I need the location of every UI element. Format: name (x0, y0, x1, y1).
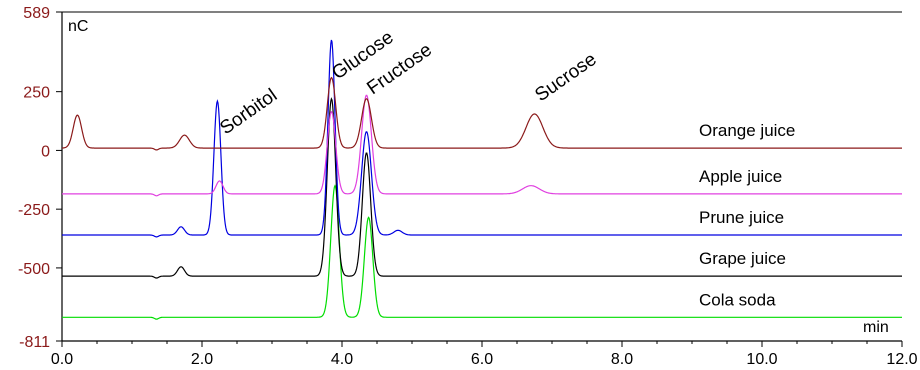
trace-cola-soda (62, 184, 902, 320)
series-labels: Orange juice Apple juice Prune juice Grape … (699, 121, 795, 309)
x-tick-label: 4.0 (331, 351, 353, 368)
series-label: Cola soda (699, 290, 776, 309)
y-tick-label: 589 (23, 5, 50, 22)
trace-prune-juice (62, 39, 902, 238)
x-tick-label: 8.0 (611, 351, 633, 368)
x-ticks: 0.0 2.0 4.0 6.0 8.0 10.0 12.0 (51, 341, 918, 368)
x-tick-label: 2.0 (191, 351, 213, 368)
x-tick-label: 0.0 (51, 351, 73, 368)
y-unit-label: nC (68, 18, 88, 35)
y-tick-label: -250 (18, 202, 50, 219)
peak-label: Sucrose (531, 49, 600, 106)
y-ticks: 589 250 0 -250 -500 -811 (18, 5, 62, 351)
y-tick-label: 0 (41, 143, 50, 160)
series-label: Prune juice (699, 208, 784, 227)
chromatogram-traces (62, 39, 902, 320)
trace-orange-juice (62, 76, 902, 151)
y-tick-label: 250 (23, 85, 50, 102)
x-tick-label: 6.0 (471, 351, 493, 368)
series-label: Grape juice (699, 249, 786, 268)
x-unit-label: min (863, 319, 889, 336)
series-label: Apple juice (699, 167, 782, 186)
y-tick-label: -811 (19, 334, 50, 351)
x-tick-label: 12.0 (886, 351, 917, 368)
peak-label: Sorbitol (216, 85, 281, 139)
series-label: Orange juice (699, 121, 795, 140)
trace-grape-juice (62, 97, 902, 279)
trace-apple-juice (62, 94, 902, 197)
x-tick-label: 10.0 (746, 351, 777, 368)
y-tick-label: -500 (18, 261, 50, 278)
